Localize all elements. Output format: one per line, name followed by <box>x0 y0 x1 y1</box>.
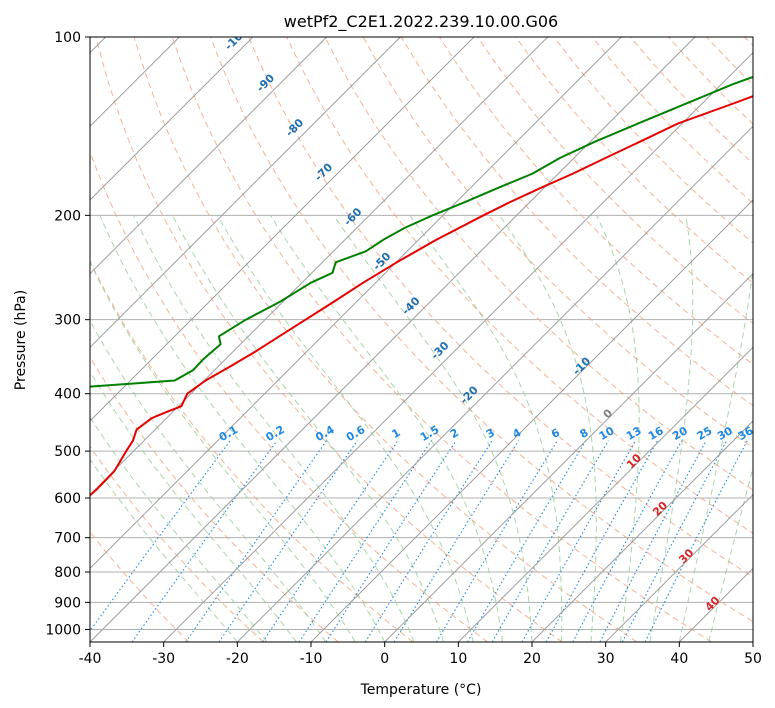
mixing-ratio-line <box>521 440 637 642</box>
isotherm-line <box>90 37 328 275</box>
x-tick-label: -10 <box>300 651 323 667</box>
y-tick-label: 200 <box>54 208 81 224</box>
dry-adiabat <box>286 37 753 534</box>
isotherm-line <box>90 37 475 422</box>
moist-adiabat <box>90 416 268 642</box>
y-tick-label: 900 <box>54 595 81 611</box>
isotherm-line <box>90 37 696 642</box>
y-tick-label: 600 <box>54 491 81 507</box>
x-axis-ticks: -40 -30 -20 -10 0 10 20 30 40 50 <box>79 642 762 667</box>
isotherm-line <box>90 37 254 201</box>
mixing-ratio-line <box>325 440 457 642</box>
mixing-ratio-line <box>185 440 328 642</box>
isotherm-line <box>531 420 753 642</box>
isotherm-line <box>310 199 753 642</box>
dry-adiabat <box>210 37 753 623</box>
y-tick-label: 1000 <box>45 622 81 638</box>
x-tick-label: 20 <box>523 651 541 667</box>
isotherm-line <box>236 125 753 642</box>
x-tick-label: 10 <box>449 651 467 667</box>
dry-adiabat <box>171 37 712 642</box>
x-tick-label: -20 <box>226 651 249 667</box>
moist-adiabat <box>217 215 474 642</box>
isotherm-line <box>90 37 549 496</box>
x-tick-label: 50 <box>744 651 762 667</box>
moist-adiabat <box>90 319 327 642</box>
moist-adiabat <box>90 458 238 642</box>
moist-adiabat <box>172 215 445 642</box>
y-tick-label: 500 <box>54 444 81 460</box>
x-tick-label: 30 <box>597 651 615 667</box>
dry-adiabat <box>515 37 753 284</box>
mixing-ratio-line <box>545 440 659 642</box>
dewpoint-line <box>90 75 753 388</box>
moist-adiabat <box>649 215 694 642</box>
y-tick-label: 800 <box>54 565 81 581</box>
mixing-ratio-line <box>131 440 278 642</box>
sounding-series <box>90 75 753 497</box>
x-tick-label: -30 <box>152 651 175 667</box>
y-tick-label: 100 <box>54 30 81 46</box>
dry-adiabat <box>95 37 563 642</box>
mixing-ratio-line <box>262 440 399 642</box>
x-tick-label: 0 <box>380 651 389 667</box>
y-tick-label: 700 <box>54 531 81 547</box>
mixing-ratio-line <box>467 440 587 642</box>
plot-frame <box>89 36 754 643</box>
y-tick-label: 300 <box>54 313 81 329</box>
mixing-ratio-line <box>298 440 432 642</box>
mixing-ratio-line <box>435 440 558 642</box>
y-tick-label: 400 <box>54 387 81 403</box>
x-axis-label: Temperature (°C) <box>360 682 482 698</box>
chart-title: wetPf2_C2E1.2022.239.10.00.G06 <box>284 12 558 32</box>
isotherm-line <box>605 493 753 642</box>
temperature-line <box>90 95 753 497</box>
isotherms <box>90 37 753 642</box>
dry-adiabat <box>133 37 638 642</box>
x-tick-label: 40 <box>670 651 688 667</box>
moist-adiabat <box>99 215 386 642</box>
dry-adiabat <box>248 37 753 578</box>
moist-adiabat <box>90 370 297 642</box>
isotherm-line <box>384 272 753 642</box>
dry-adiabat <box>90 259 414 642</box>
isotherm-line <box>90 37 401 349</box>
mixing-ratio-line <box>90 440 231 632</box>
moist-adiabats <box>90 215 753 642</box>
mixing-ratio-line <box>364 440 493 642</box>
isotherm-line <box>90 37 622 570</box>
moist-adiabat <box>270 215 503 642</box>
moist-adiabat <box>90 260 356 642</box>
isotherm-line <box>457 346 753 642</box>
dry-adiabat <box>90 356 339 642</box>
dry-adiabat <box>90 445 264 642</box>
mixing-ratio-line <box>491 440 609 642</box>
moist-adiabat <box>678 265 753 642</box>
mixing-ratio-line <box>572 440 683 642</box>
moist-adiabat <box>596 215 640 642</box>
moist-adiabat <box>409 215 563 642</box>
y-axis-label: Pressure (hPa) <box>13 290 29 390</box>
mixing-ratio-label: 36 <box>736 424 756 443</box>
moist-adiabat <box>333 215 533 642</box>
y-axis-ticks: 100 200 300 400 500 600 700 800 900 1000 <box>45 30 90 638</box>
mixing-ratio-line <box>644 440 748 642</box>
isotherm-line <box>163 51 753 642</box>
x-tick-label: -40 <box>79 651 102 667</box>
pressure-gridlines <box>90 37 753 630</box>
moist-adiabat <box>133 215 415 642</box>
